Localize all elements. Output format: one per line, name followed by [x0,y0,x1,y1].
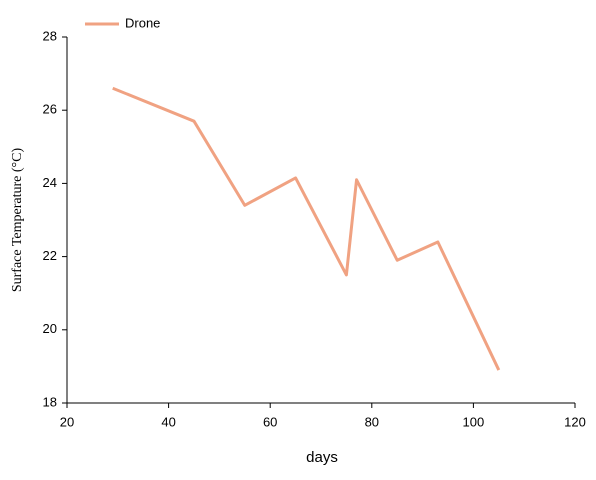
x-tick-label: 20 [60,414,74,429]
y-tick-label: 20 [43,321,57,336]
legend-label: Drone [125,15,160,30]
y-tick-label: 18 [43,394,57,409]
x-axis-label: days [306,449,338,466]
y-tick-label: 28 [43,28,57,43]
y-tick-label: 26 [43,102,57,117]
data-line [112,86,501,371]
x-tick-label: 120 [564,414,586,429]
x-tick-label: 80 [365,414,379,429]
y-tick-label: 22 [43,248,57,263]
y-axis-label: Surface Temperature (°C) [10,148,25,293]
x-tick-label: 60 [263,414,277,429]
y-tick-label: 24 [43,175,57,190]
x-tick-label: 100 [463,414,485,429]
x-tick-label: 40 [161,414,175,429]
